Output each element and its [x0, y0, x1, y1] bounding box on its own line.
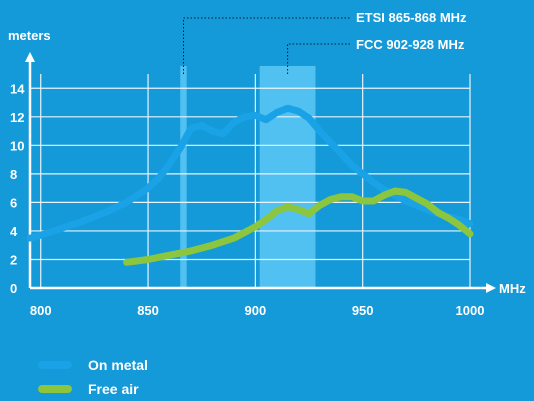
- y-axis-label: meters: [8, 28, 51, 43]
- legend-label-free-air: Free air: [88, 381, 139, 397]
- bands-layer: [180, 66, 316, 288]
- y-tick-label: 12: [10, 110, 24, 125]
- free-air-line: [123, 187, 474, 266]
- legend-item-free-air: Free air: [38, 377, 148, 401]
- legend-item-on-metal: On metal: [38, 353, 148, 377]
- y-tick-label: 4: [10, 224, 18, 239]
- fcc-band-label: FCC 902-928 MHz: [356, 37, 465, 52]
- annotations-layer: ETSI 865-868 MHz FCC 902-928 MHz: [183, 10, 467, 74]
- y-tick-label: 2: [10, 252, 17, 267]
- etsi-leader: [183, 17, 350, 74]
- etsi-band-label: ETSI 865-868 MHz: [356, 10, 467, 25]
- x-axis-label: MHz: [499, 281, 526, 296]
- x-tick-label: 850: [137, 303, 159, 318]
- on-metal-swatch: [38, 361, 72, 369]
- y-tick-label: 14: [10, 81, 25, 96]
- grid-layer: [30, 74, 471, 288]
- x-tick-label: 800: [30, 303, 52, 318]
- etsi-band: [180, 66, 187, 288]
- series-layer: [26, 104, 474, 266]
- y-tick-label: 0: [10, 281, 17, 296]
- y-tick-label: 10: [10, 138, 24, 153]
- x-tick-label: 1000: [456, 303, 485, 318]
- x-tick-label: 950: [352, 303, 374, 318]
- x-tick-label: 900: [245, 303, 267, 318]
- free-air-swatch: [38, 385, 72, 393]
- y-tick-label: 8: [10, 167, 17, 182]
- y-tick-label: 6: [10, 195, 17, 210]
- axes-layer: meters MHz: [8, 28, 526, 296]
- legend: On metal Free air: [38, 353, 148, 401]
- legend-label-on-metal: On metal: [88, 357, 148, 373]
- fcc-band: [259, 66, 316, 288]
- ticks-layer: 0 2 4 6 8 10 12 14 800 850 900 950 1000: [10, 81, 484, 318]
- on-metal-line: [26, 104, 474, 242]
